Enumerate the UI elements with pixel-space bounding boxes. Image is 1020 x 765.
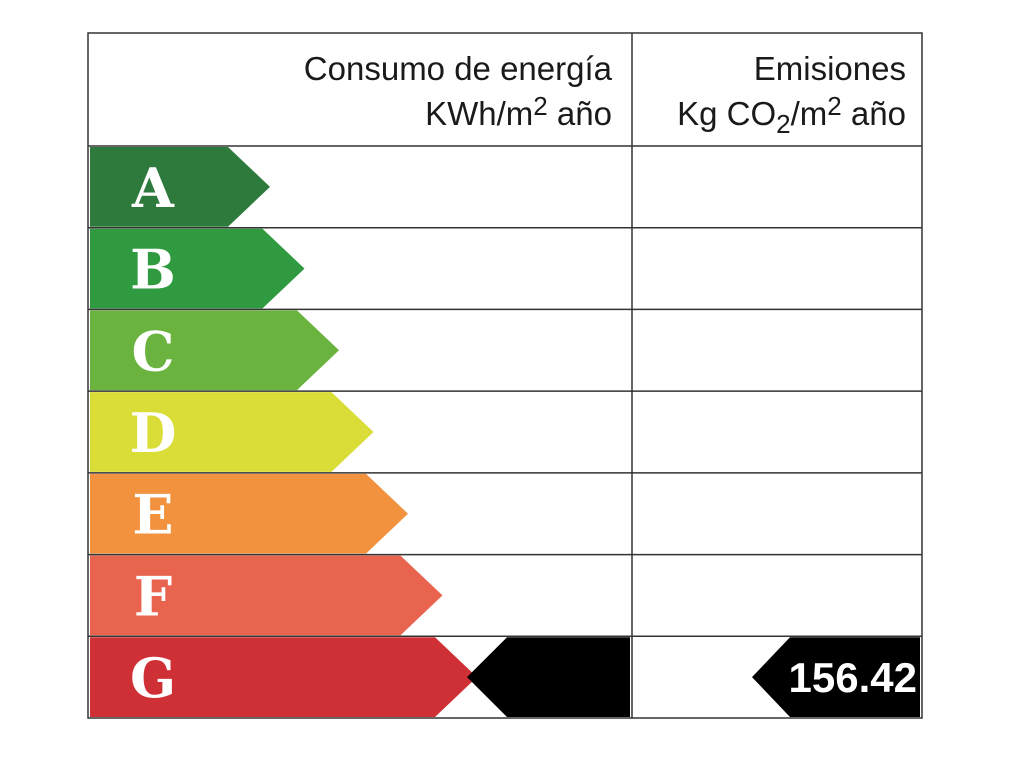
emissions-indicator	[752, 637, 920, 717]
unit-part: año	[548, 95, 612, 132]
unit-part: /m	[791, 95, 828, 132]
rating-letter: F	[134, 564, 172, 628]
rating-letter: A	[131, 156, 175, 220]
rating-arrow	[90, 392, 374, 472]
consumption-title: Consumo de energía	[304, 50, 613, 87]
emissions-title: Emisiones	[754, 50, 906, 87]
rating-letter: G	[130, 646, 176, 710]
emissions-unit: Kg CO2/m2 año	[677, 91, 906, 139]
rating-arrow	[90, 637, 477, 717]
rating-arrow	[90, 228, 305, 309]
consumption-unit: KWh/m2 año	[425, 91, 612, 132]
rating-letter: C	[132, 319, 175, 383]
rating-letter: B	[130, 238, 176, 302]
unit-part: KWh/m	[425, 95, 533, 132]
unit-part: Kg CO	[677, 95, 776, 132]
unit-sub: 2	[776, 109, 790, 139]
unit-sup: 2	[827, 91, 841, 121]
rating-letter: D	[130, 401, 177, 465]
rating-arrow	[90, 147, 270, 227]
rating-arrow	[90, 310, 339, 391]
emissions-value: 156.42	[789, 654, 917, 701]
unit-sup: 2	[533, 91, 547, 121]
table-border	[87, 32, 923, 719]
rating-letter: E	[132, 483, 173, 547]
unit-part: año	[842, 95, 906, 132]
consumption-indicator	[467, 637, 630, 717]
rating-arrow	[90, 555, 443, 636]
rating-arrow	[90, 473, 408, 554]
table-grid	[87, 32, 923, 719]
